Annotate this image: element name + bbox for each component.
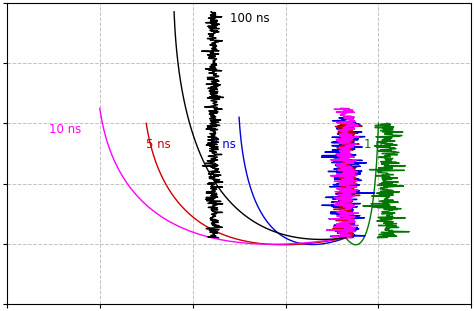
Text: 10 ns: 10 ns	[49, 123, 81, 136]
Text: 100 ns: 100 ns	[230, 12, 269, 25]
Text: 5 ns: 5 ns	[146, 138, 171, 151]
Text: 1 ns: 1 ns	[365, 138, 389, 151]
Text: 2 ns: 2 ns	[211, 138, 236, 151]
